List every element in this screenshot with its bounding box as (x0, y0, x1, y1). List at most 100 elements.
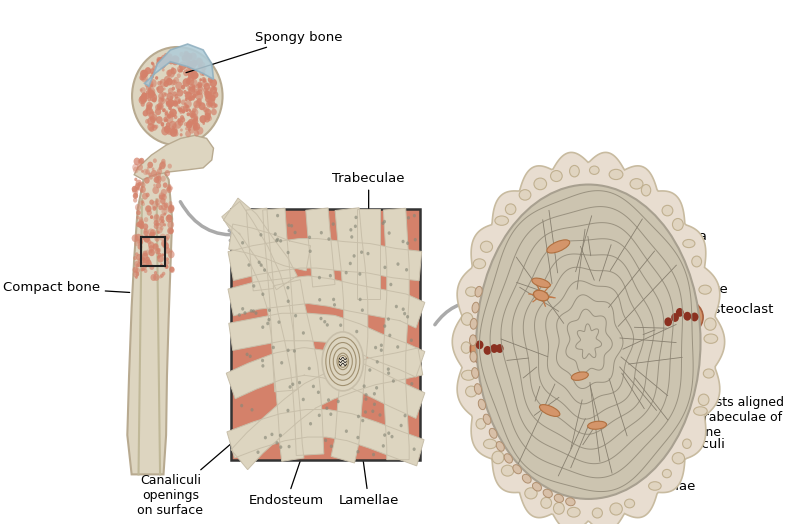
Circle shape (138, 258, 144, 264)
Circle shape (180, 69, 183, 72)
Polygon shape (274, 280, 324, 456)
Circle shape (194, 126, 198, 130)
Circle shape (193, 123, 200, 131)
Circle shape (174, 97, 181, 105)
Circle shape (173, 91, 177, 97)
Circle shape (241, 307, 244, 311)
Circle shape (383, 324, 386, 328)
Circle shape (134, 185, 140, 192)
Circle shape (148, 242, 154, 249)
Circle shape (275, 239, 278, 242)
Circle shape (190, 59, 197, 68)
Circle shape (194, 116, 198, 121)
Circle shape (175, 82, 182, 90)
Circle shape (166, 127, 173, 135)
Circle shape (151, 201, 158, 209)
Polygon shape (331, 208, 368, 463)
Circle shape (147, 239, 151, 244)
Circle shape (142, 224, 148, 230)
Circle shape (413, 448, 416, 451)
Circle shape (158, 192, 165, 200)
Polygon shape (358, 209, 380, 299)
Circle shape (168, 106, 172, 110)
Circle shape (157, 175, 162, 181)
Circle shape (171, 67, 174, 71)
Ellipse shape (519, 190, 531, 200)
Circle shape (247, 263, 250, 267)
Circle shape (402, 239, 405, 243)
Circle shape (167, 114, 171, 119)
Circle shape (152, 206, 157, 211)
Circle shape (294, 231, 297, 234)
Circle shape (243, 311, 246, 315)
Circle shape (140, 235, 145, 240)
Ellipse shape (567, 507, 580, 517)
Circle shape (194, 68, 198, 73)
Circle shape (151, 62, 154, 65)
Circle shape (137, 186, 140, 190)
Polygon shape (229, 224, 310, 271)
Polygon shape (127, 165, 172, 474)
Circle shape (327, 237, 330, 241)
Circle shape (155, 222, 159, 227)
Circle shape (349, 262, 352, 265)
Circle shape (147, 228, 154, 236)
Circle shape (308, 367, 311, 370)
Circle shape (146, 210, 152, 216)
Circle shape (179, 52, 184, 57)
FancyArrowPatch shape (180, 202, 240, 241)
Circle shape (683, 312, 691, 321)
Circle shape (164, 236, 169, 242)
Circle shape (147, 117, 155, 126)
Polygon shape (222, 201, 297, 392)
Circle shape (373, 392, 376, 396)
Ellipse shape (570, 166, 579, 177)
Circle shape (164, 264, 168, 269)
Circle shape (139, 75, 145, 81)
Circle shape (186, 92, 193, 100)
Ellipse shape (132, 47, 222, 145)
Circle shape (397, 262, 399, 266)
Ellipse shape (539, 405, 560, 416)
Circle shape (202, 107, 207, 112)
Circle shape (159, 162, 166, 169)
Circle shape (194, 127, 197, 131)
Circle shape (162, 208, 167, 215)
Ellipse shape (571, 372, 588, 380)
Circle shape (355, 330, 358, 333)
Circle shape (671, 313, 679, 322)
Circle shape (358, 298, 362, 301)
Circle shape (150, 68, 155, 74)
Circle shape (163, 57, 166, 62)
Circle shape (286, 251, 290, 254)
Circle shape (185, 98, 188, 101)
Circle shape (319, 317, 322, 320)
Circle shape (158, 180, 161, 184)
Circle shape (195, 57, 202, 65)
Circle shape (357, 415, 360, 418)
Circle shape (158, 248, 161, 252)
Circle shape (143, 235, 150, 243)
Circle shape (170, 267, 174, 272)
Circle shape (132, 187, 138, 194)
Circle shape (259, 233, 262, 237)
Circle shape (167, 205, 174, 213)
Ellipse shape (478, 399, 486, 409)
Ellipse shape (492, 451, 504, 464)
Circle shape (144, 228, 147, 233)
Ellipse shape (543, 489, 552, 498)
Circle shape (257, 450, 259, 454)
Circle shape (332, 337, 335, 340)
Circle shape (135, 234, 142, 242)
Circle shape (294, 314, 297, 318)
Circle shape (192, 60, 198, 66)
Ellipse shape (658, 298, 703, 336)
Polygon shape (262, 208, 304, 461)
Circle shape (210, 79, 217, 87)
Ellipse shape (470, 352, 477, 362)
Circle shape (240, 404, 243, 407)
Circle shape (186, 121, 193, 129)
Circle shape (157, 255, 164, 263)
Circle shape (147, 161, 153, 168)
Ellipse shape (475, 286, 482, 297)
